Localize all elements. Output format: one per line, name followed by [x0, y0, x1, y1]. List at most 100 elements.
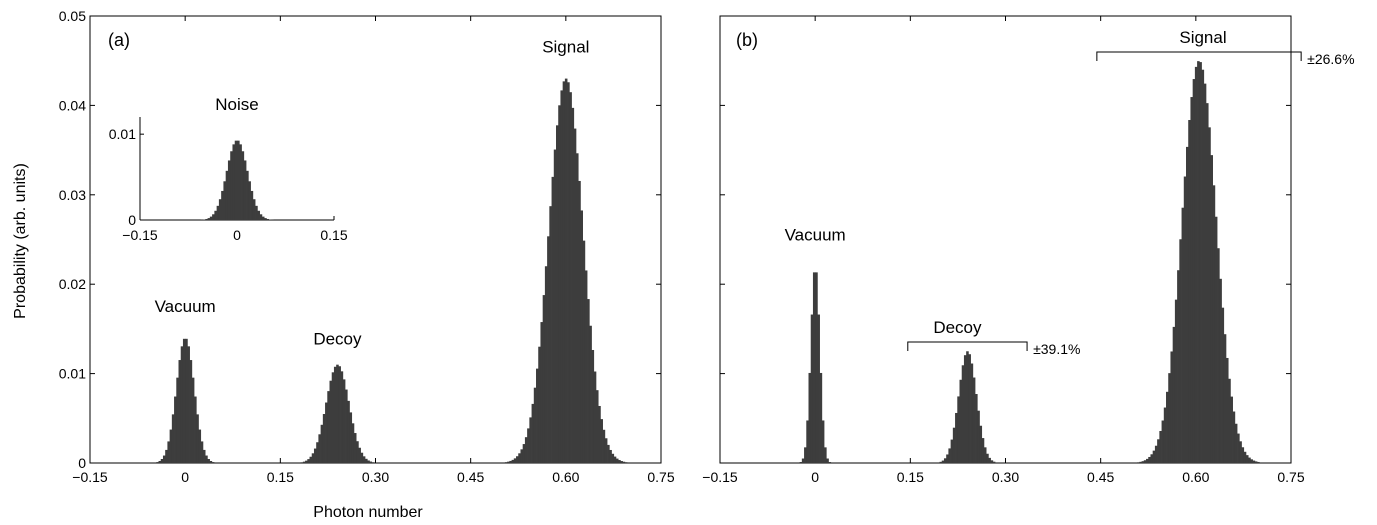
panel-a-xtick-label: −0.15 — [72, 469, 108, 485]
panel-b-bar — [799, 461, 803, 463]
inset-bar — [214, 210, 217, 220]
panel-a-bar — [189, 360, 193, 463]
panel-a-bar — [598, 405, 601, 463]
panel-a-bar — [336, 364, 339, 463]
panel-b-bar — [992, 461, 996, 463]
panel-a-bar — [187, 346, 190, 463]
panel-a-bar — [182, 338, 186, 463]
panel-a-bar — [595, 390, 599, 463]
panel-b-bar — [972, 377, 976, 463]
panel-a: −0.15 0 0.15 0.30 0.45 0.60 0.7500.010.020.030… — [59, 8, 675, 485]
panel-b-bar — [1212, 185, 1216, 463]
panel-b-bar — [943, 458, 947, 463]
panel-b-bar — [1254, 461, 1258, 463]
panel-a-bar — [176, 377, 179, 463]
panel-b-bar — [1208, 127, 1211, 463]
inset-xtick-label: 0 — [233, 227, 241, 243]
panel-a-bar — [624, 462, 628, 463]
panel-a-bar — [587, 299, 590, 463]
inset-bar — [237, 140, 240, 220]
panel-b-bar — [1223, 334, 1227, 463]
panel-a-bar — [171, 414, 175, 463]
panel-b-bar — [1143, 460, 1147, 463]
panel-b-bar — [1168, 373, 1171, 463]
inset-bar — [207, 218, 211, 220]
inset-bar — [209, 216, 213, 220]
panel-b-bar — [986, 453, 989, 463]
panel-a-bar — [329, 380, 333, 463]
panel-a-bar — [524, 437, 528, 463]
panel-b-bracket-label-signal: ±26.6% — [1307, 51, 1354, 67]
panel-a-bar — [536, 368, 539, 463]
panel-b-bar — [1199, 62, 1202, 463]
panel-a-bar — [169, 429, 173, 463]
inset-bar — [230, 151, 233, 220]
panel-a-bar — [307, 459, 310, 463]
panel-a-bar — [582, 240, 586, 463]
panel-b-xtick-label: 0.30 — [992, 469, 1019, 485]
panel-a-bar — [533, 387, 537, 463]
panel-a-bar — [504, 462, 508, 463]
panel-a-xtick-label: 0.30 — [362, 469, 389, 485]
panel-b-bar — [819, 372, 823, 463]
panel-b-xtick-label: 0.45 — [1087, 469, 1114, 485]
panel-b-bar — [1248, 457, 1251, 463]
panel-b-bar — [804, 447, 807, 463]
panel-a-bar — [313, 448, 317, 463]
panel-a-bar — [573, 128, 577, 463]
panel-a-bar — [371, 462, 375, 463]
panel-b-bar — [1177, 270, 1180, 463]
panel-b-bar — [968, 354, 971, 463]
panel-b-bar — [1137, 462, 1140, 463]
panel-a-bar — [593, 371, 597, 463]
panel-a-bar — [185, 338, 188, 463]
panel-a-bar — [564, 78, 568, 463]
panel-b-bar — [817, 314, 820, 463]
inset-bar — [264, 218, 267, 220]
panel-a-bar — [338, 366, 341, 463]
panel-a-bar — [331, 372, 335, 463]
panel-b-bar — [1217, 248, 1220, 463]
panel-b-bar — [988, 457, 991, 463]
panel-b-bar — [1234, 423, 1238, 463]
inset-bar — [234, 140, 238, 220]
panel-a-bar — [327, 391, 330, 463]
panel-a-bar — [351, 423, 355, 463]
inset-xtick-label: −0.15 — [122, 227, 158, 243]
panel-a-bar — [360, 452, 364, 463]
panel-b-bar — [808, 372, 812, 463]
inset-bar — [255, 205, 258, 220]
panel-b-bar — [950, 439, 954, 463]
panel-b-bar — [1172, 326, 1176, 463]
panel-b-bar — [946, 454, 949, 463]
panel-a-bar — [345, 389, 348, 463]
inset-bar — [218, 199, 222, 220]
panel-a-bar — [602, 429, 606, 463]
panel-b-bar — [952, 427, 956, 463]
panel-a-bar — [174, 396, 177, 463]
panel-a-bar — [538, 346, 541, 463]
panel-b-bar — [1159, 430, 1162, 463]
inset-ytick-label: 0.01 — [109, 126, 136, 142]
inset-bar — [205, 218, 208, 220]
panel-b-peak-label-signal: Signal — [1179, 28, 1226, 47]
panel-b-bar — [977, 410, 980, 463]
panel-b-bar — [1205, 103, 1209, 463]
panel-a-bar — [529, 417, 532, 463]
panel-b-bar — [1210, 155, 1213, 463]
panel-b-xtick-label: 0.75 — [1277, 469, 1304, 485]
panel-a-bar — [342, 379, 346, 463]
panel-a-bar — [305, 460, 308, 463]
panel-a-bar — [509, 460, 512, 463]
panel-b-bar — [1232, 411, 1236, 463]
panel-b-bar — [806, 420, 809, 463]
panel-a-bar — [209, 460, 213, 463]
panel-a-bar — [358, 447, 361, 463]
inset-bar — [252, 199, 256, 220]
panel-a-bar — [202, 449, 206, 463]
panel-a-ytick-label: 0.05 — [59, 8, 86, 24]
inset-bar — [223, 181, 227, 220]
panel-a-bar — [340, 371, 344, 463]
